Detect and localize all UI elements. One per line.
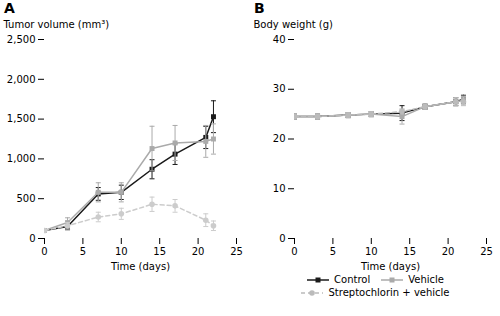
svg-text:20: 20 [192, 246, 205, 257]
svg-text:0: 0 [41, 246, 47, 257]
svg-text:25: 25 [480, 246, 493, 257]
svg-text:15: 15 [403, 246, 416, 257]
svg-text:20: 20 [442, 246, 455, 257]
svg-text:20: 20 [273, 133, 286, 144]
html-text:Control: Control [334, 274, 371, 285]
svg-text:Tumor volume (mm³): Tumor volume (mm³) [3, 19, 110, 30]
svg-text:5: 5 [80, 246, 86, 257]
svg-text:0: 0 [29, 233, 35, 244]
svg-text:1,000: 1,000 [7, 153, 36, 164]
svg-text:2,000: 2,000 [7, 74, 36, 85]
svg-text:500: 500 [16, 193, 35, 204]
html-text:B: B [254, 0, 265, 16]
svg-text:5: 5 [330, 246, 336, 257]
svg-text:Time (days): Time (days) [110, 261, 170, 272]
svg-text:10: 10 [115, 246, 128, 257]
svg-text:1,500: 1,500 [7, 113, 36, 124]
svg-text:0: 0 [291, 246, 297, 257]
html-text:A: A [4, 0, 15, 16]
svg-text:10: 10 [273, 183, 286, 194]
svg-text:30: 30 [273, 83, 286, 94]
svg-text:10: 10 [365, 246, 378, 257]
svg-text:Body weight (g): Body weight (g) [254, 19, 334, 30]
svg-text:25: 25 [230, 246, 243, 257]
svg-text:40: 40 [273, 34, 286, 45]
html-text:Vehicle: Vehicle [408, 274, 444, 285]
svg-text:Time (days): Time (days) [360, 261, 420, 272]
html-text:Streptochlorin + vehicle: Streptochlorin + vehicle [328, 287, 450, 298]
svg-text:2,500: 2,500 [7, 34, 36, 45]
svg-text:15: 15 [153, 246, 166, 257]
svg-text:0: 0 [279, 233, 285, 244]
